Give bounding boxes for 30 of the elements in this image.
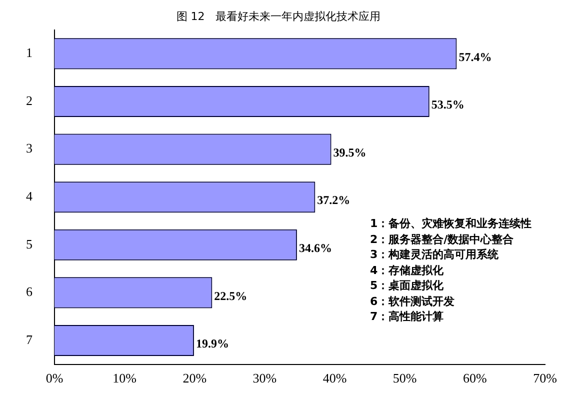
data-label: 39.5% — [333, 145, 366, 160]
data-label: 19.9% — [196, 336, 229, 351]
x-tick-label: 60% — [463, 370, 488, 386]
y-tick-label: 1 — [26, 45, 32, 60]
annotation: 7：高性能计算 — [370, 309, 445, 324]
data-label: 34.6% — [298, 240, 332, 255]
annotation: 4：存储虚拟化 — [370, 262, 445, 278]
y-tick-label: 7 — [26, 332, 33, 347]
x-tick-label: 10% — [112, 370, 137, 386]
y-tick-label: 5 — [26, 236, 32, 252]
x-tick-label: 0% — [46, 370, 64, 386]
y-tick-label: 3 — [26, 140, 32, 156]
y-tick-label: 6 — [26, 284, 33, 300]
x-tick-label: 70% — [533, 370, 558, 386]
y-tick-label: 2 — [26, 92, 32, 108]
data-label: 57.4% — [458, 50, 492, 64]
data-label: 22.5% — [214, 288, 248, 303]
annotation: 5：桌面虚拟化 — [370, 278, 445, 294]
annotation: 6：软件测试开发 — [370, 294, 456, 309]
data-label: 53.5% — [431, 98, 464, 112]
y-tick-label: 4 — [26, 188, 33, 204]
chart-title: 图 12 最看好未来一年内虚拟化技术应用 — [176, 10, 381, 24]
x-tick-label: 20% — [182, 370, 207, 386]
x-tick-label: 50% — [392, 370, 417, 386]
annotation: 3：构建灵活的高可用系统 — [370, 247, 500, 262]
annotation: 2：服务器整合/数据中心整合 — [370, 232, 515, 247]
annotation: 1：备份、灾难恢复和业务连续性 — [370, 216, 532, 232]
x-tick-label: 40% — [322, 370, 347, 386]
x-tick-label: 30% — [252, 370, 277, 386]
data-label: 37.2% — [317, 193, 350, 208]
